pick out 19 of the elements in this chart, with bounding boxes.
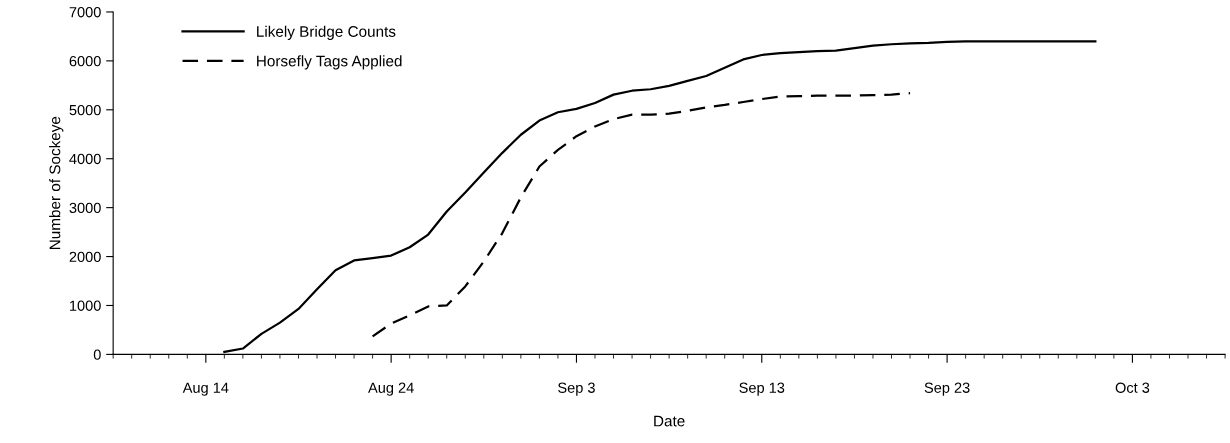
y-axis-title: Number of Sockeye (49, 116, 64, 250)
x-tick-label: Sep 13 (739, 382, 785, 396)
x-tick-label: Aug 24 (368, 382, 414, 396)
y-tick-label: 1000 (70, 300, 101, 311)
line-series (371, 92, 912, 338)
x-tick-label: Sep 3 (558, 382, 595, 396)
x-tick-label: Aug 14 (182, 382, 229, 396)
y-tick-label: 6000 (69, 55, 101, 67)
y-tick-label: 2000 (69, 251, 101, 262)
x-tick-label: Oct 3 (1115, 382, 1150, 393)
x-axis-title: Date (654, 415, 685, 427)
legend-label: Horsefly Tags Applied (257, 55, 402, 70)
legend-label: Likely Bridge Counts (257, 25, 396, 40)
y-tick-label: 4000 (69, 153, 101, 165)
x-tick-label: Sep 23 (924, 382, 970, 396)
y-tick-label: 3000 (69, 202, 101, 214)
y-tick-label: 5000 (69, 104, 101, 116)
y-tick-label: 0 (93, 349, 101, 360)
y-tick-label: 7000 (69, 7, 101, 18)
